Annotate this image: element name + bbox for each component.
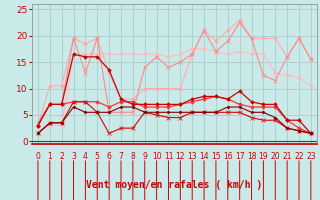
Text: Vent moyen/en rafales ( km/h ): Vent moyen/en rafales ( km/h ) <box>86 180 262 190</box>
